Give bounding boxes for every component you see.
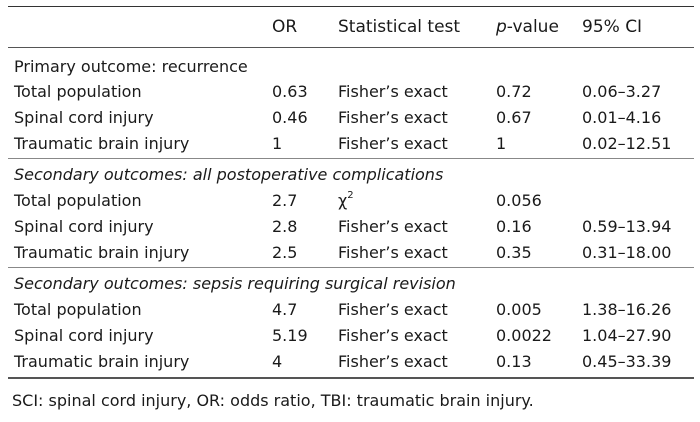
header-p-prefix: p: [496, 17, 507, 37]
row-ci: 0.06–3.27: [582, 82, 662, 101]
chi-symbol: χ: [338, 191, 348, 210]
table-row: Traumatic brain injury 1 Fisher’s exact …: [8, 131, 694, 157]
row-p: 0.35: [496, 243, 532, 262]
row-ci: 0.31–18.00: [582, 243, 672, 262]
table-row: Spinal cord injury 0.46 Fisher’s exact 0…: [8, 105, 694, 131]
row-label: Spinal cord injury: [14, 108, 154, 127]
header-p-suffix: -value: [506, 17, 559, 37]
row-test: Fisher’s exact: [338, 134, 448, 153]
row-p: 0.005: [496, 300, 542, 319]
header-test: Statistical test: [338, 17, 461, 37]
row-or: 4.7: [272, 300, 298, 319]
bottom-rule: [8, 377, 694, 379]
row-label: Total population: [14, 300, 142, 319]
row-ci: 1.38–16.26: [582, 300, 672, 319]
row-p: 0.056: [496, 191, 542, 210]
row-p: 0.13: [496, 352, 532, 371]
row-test: Fisher’s exact: [338, 300, 448, 319]
top-rule: [8, 6, 694, 7]
row-or: 0.46: [272, 108, 308, 127]
row-label: Spinal cord injury: [14, 217, 154, 236]
section-title-sepsis: Secondary outcomes: sepsis requiring sur…: [8, 271, 694, 297]
row-or: 2.7: [272, 191, 298, 210]
row-ci: 1.04–27.90: [582, 326, 672, 345]
header-p-value: p-value: [496, 14, 559, 40]
header-row: OR Statistical test p-value 95% CI: [8, 14, 694, 40]
section-title-complications: Secondary outcomes: all postoperative co…: [8, 162, 694, 188]
row-or: 1: [272, 134, 283, 153]
row-test: Fisher’s exact: [338, 326, 448, 345]
row-test: Fisher’s exact: [338, 217, 448, 236]
header-ci: 95% CI: [582, 17, 643, 37]
section-title: Secondary outcomes: all postoperative co…: [14, 165, 444, 184]
table-row: Total population 4.7 Fisher’s exact 0.00…: [8, 297, 694, 323]
row-label: Traumatic brain injury: [14, 134, 190, 153]
row-test: Fisher’s exact: [338, 243, 448, 262]
row-or: 5.19: [272, 326, 308, 345]
row-ci: 0.02–12.51: [582, 134, 672, 153]
section-title: Secondary outcomes: sepsis requiring sur…: [14, 274, 456, 293]
row-p: 0.16: [496, 217, 532, 236]
row-p: 1: [496, 134, 507, 153]
table-footnote: SCI: spinal cord injury, OR: odds ratio,…: [12, 391, 534, 410]
row-label: Traumatic brain injury: [14, 243, 190, 262]
row-label: Traumatic brain injury: [14, 352, 190, 371]
row-label: Spinal cord injury: [14, 326, 154, 345]
row-ci: 0.01–4.16: [582, 108, 662, 127]
row-or: 2.5: [272, 243, 298, 262]
section-title: Primary outcome: recurrence: [14, 57, 248, 76]
table-row: Total population 0.63 Fisher’s exact 0.7…: [8, 79, 694, 105]
section-rule: [8, 267, 694, 268]
row-label: Total population: [14, 82, 142, 101]
row-or: 2.8: [272, 217, 298, 236]
table-row: Spinal cord injury 2.8 Fisher’s exact 0.…: [8, 214, 694, 240]
row-ci: 0.45–33.39: [582, 352, 672, 371]
row-test: Fisher’s exact: [338, 108, 448, 127]
row-p: 0.67: [496, 108, 532, 127]
row-p: 0.0022: [496, 326, 552, 345]
chi-exponent: 2: [347, 190, 354, 201]
table-row: Traumatic brain injury 2.5 Fisher’s exac…: [8, 240, 694, 266]
row-ci: 0.59–13.94: [582, 217, 672, 236]
table-row: Total population 2.7 χ2 0.056: [8, 188, 694, 214]
section-title-primary: Primary outcome: recurrence: [8, 54, 694, 80]
row-label: Total population: [14, 191, 142, 210]
row-test: χ2: [338, 188, 354, 214]
header-or: OR: [272, 17, 298, 37]
section-rule: [8, 158, 694, 159]
table-row: Spinal cord injury 5.19 Fisher’s exact 0…: [8, 323, 694, 349]
header-rule: [8, 47, 694, 48]
row-test: Fisher’s exact: [338, 352, 448, 371]
row-or: 4: [272, 352, 283, 371]
row-test: Fisher’s exact: [338, 82, 448, 101]
row-p: 0.72: [496, 82, 532, 101]
row-or: 0.63: [272, 82, 308, 101]
table-row: Traumatic brain injury 4 Fisher’s exact …: [8, 349, 694, 375]
